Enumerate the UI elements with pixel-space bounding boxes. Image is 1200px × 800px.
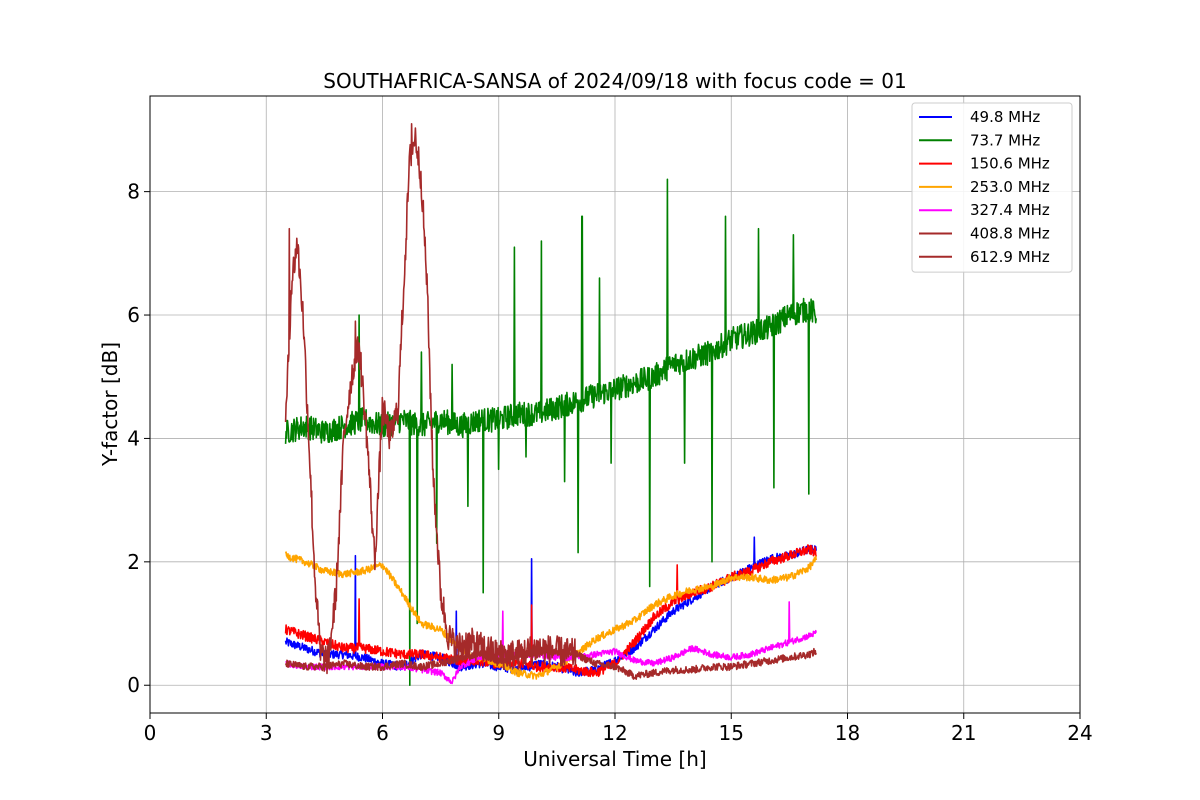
x-tick-label: 3 [260,721,273,745]
x-tick-label: 12 [602,721,627,745]
y-tick-label: 4 [127,426,140,450]
legend-box [911,102,1073,273]
chart-title: SOUTHAFRICA-SANSA of 2024/09/18 with foc… [323,69,907,93]
x-tick-label: 6 [376,721,389,745]
x-tick-label: 0 [144,721,157,745]
y-axis-ticks: 0 2 4 6 8 [127,180,150,697]
y-tick-label: 6 [127,303,140,327]
legend-label: 49.8 MHz [970,108,1040,126]
series-line-6 [284,123,577,675]
legend-label: 612.9 MHz [970,248,1050,266]
legend-label: 408.8 MHz [970,225,1050,243]
x-tick-label: 24 [1067,721,1092,745]
x-axis-label: Universal Time [h] [523,747,706,771]
series-6 [284,123,577,675]
legend-label: 150.6 MHz [970,155,1050,173]
y-tick-label: 2 [127,550,140,574]
x-tick-label: 15 [719,721,744,745]
x-axis-ticks: 0 3 6 9 12 15 18 21 24 [144,713,1093,745]
y-tick-label: 8 [127,180,140,204]
plot-area [284,123,817,687]
series-line-1 [284,178,817,687]
series-1 [284,178,817,687]
legend-label: 73.7 MHz [970,131,1040,149]
legend-label: 327.4 MHz [970,201,1050,219]
legend-label: 253.0 MHz [970,178,1050,196]
legend: 49.8 MHz 73.7 MHz 150.6 MHz 253.0 MHz 32… [911,102,1073,273]
x-tick-label: 9 [492,721,505,745]
y-axis-label: Y-factor [dB] [98,342,122,467]
x-tick-label: 21 [951,721,976,745]
x-tick-label: 18 [835,721,860,745]
y-tick-label: 0 [127,673,140,697]
